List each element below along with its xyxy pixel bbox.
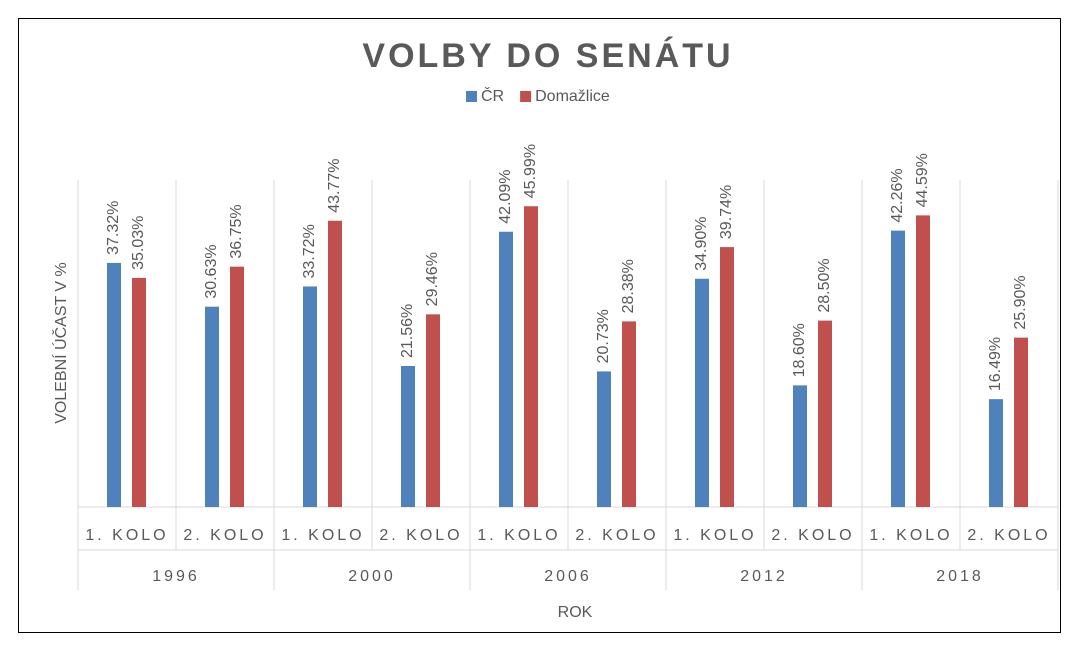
legend-label: ČR bbox=[481, 86, 504, 105]
data-label: 36.75% bbox=[228, 204, 245, 258]
x-tick-label: 2. KOLO bbox=[379, 527, 462, 544]
x-tick-label: 1. KOLO bbox=[869, 527, 952, 544]
group-label: 1996 bbox=[152, 568, 200, 585]
bar bbox=[132, 277, 146, 507]
group-label: 2000 bbox=[348, 568, 396, 585]
x-tick-label: 1. KOLO bbox=[673, 527, 756, 544]
legend-label: Domažlice bbox=[535, 88, 610, 105]
bar bbox=[107, 262, 121, 507]
data-label: 28.38% bbox=[620, 259, 637, 313]
data-label: 16.49% bbox=[987, 337, 1004, 391]
data-label: 37.32% bbox=[105, 201, 122, 255]
chart-title: VOLBY DO SENÁTU bbox=[362, 37, 733, 75]
data-label: 18.60% bbox=[791, 323, 808, 377]
bar bbox=[597, 371, 611, 507]
x-tick-label: 2. KOLO bbox=[183, 527, 266, 544]
bar bbox=[695, 278, 709, 507]
data-label: 33.72% bbox=[301, 224, 318, 278]
x-tick-label: 2. KOLO bbox=[575, 527, 658, 544]
group-label: 2018 bbox=[936, 568, 984, 585]
data-label: 45.99% bbox=[522, 144, 539, 198]
data-label: 28.50% bbox=[816, 258, 833, 312]
data-label: 25.90% bbox=[1012, 275, 1029, 329]
bar bbox=[720, 247, 734, 507]
data-label: 39.74% bbox=[718, 185, 735, 239]
group-label: 2006 bbox=[544, 568, 592, 585]
chart-border bbox=[18, 18, 1061, 633]
data-label: 34.90% bbox=[693, 216, 710, 270]
bar bbox=[524, 206, 538, 507]
group-label: 2012 bbox=[740, 568, 788, 585]
x-tick-label: 1. KOLO bbox=[477, 527, 560, 544]
bar bbox=[426, 314, 440, 507]
bar bbox=[230, 266, 244, 507]
bar bbox=[1014, 337, 1028, 507]
bar bbox=[303, 286, 317, 507]
bar bbox=[622, 321, 636, 507]
bar bbox=[328, 220, 342, 507]
bar bbox=[401, 365, 415, 507]
y-axis-title: VOLEBNÍ ÚČAST V % bbox=[51, 262, 70, 424]
data-label: 42.26% bbox=[889, 168, 906, 222]
data-label: 44.59% bbox=[914, 153, 931, 207]
legend-swatch bbox=[520, 91, 532, 102]
bar bbox=[793, 385, 807, 507]
bar bbox=[205, 306, 219, 507]
data-label: 35.03% bbox=[130, 216, 147, 270]
data-label: 30.63% bbox=[203, 244, 220, 298]
bar bbox=[818, 320, 832, 507]
bar bbox=[989, 399, 1003, 507]
bar bbox=[891, 230, 905, 507]
data-label: 29.46% bbox=[424, 252, 441, 306]
x-axis-title: ROK bbox=[558, 604, 593, 621]
data-label: 42.09% bbox=[497, 169, 514, 223]
x-tick-label: 2. KOLO bbox=[967, 527, 1050, 544]
x-tick-label: 2. KOLO bbox=[771, 527, 854, 544]
x-tick-label: 1. KOLO bbox=[281, 527, 364, 544]
x-tick-label: 1. KOLO bbox=[85, 527, 168, 544]
data-label: 43.77% bbox=[326, 158, 343, 212]
data-label: 20.73% bbox=[595, 309, 612, 363]
legend-swatch bbox=[466, 91, 477, 102]
bar bbox=[499, 231, 513, 508]
data-label: 21.56% bbox=[399, 304, 416, 358]
bar bbox=[916, 215, 930, 507]
